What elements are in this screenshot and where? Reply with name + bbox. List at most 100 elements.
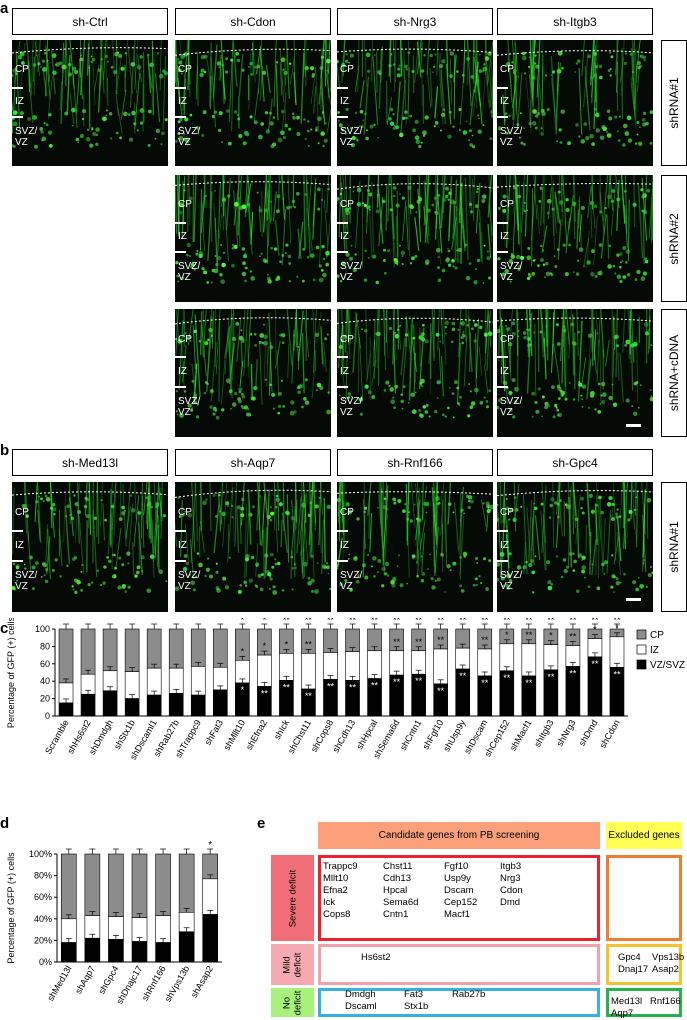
cell-body <box>307 130 310 133</box>
significance-vz: ** <box>415 676 423 686</box>
cell-body <box>238 590 242 594</box>
significance-vz: ** <box>261 688 269 698</box>
neuron-fiber <box>363 40 366 87</box>
cell-body <box>459 396 462 399</box>
neuron-fiber <box>195 482 198 541</box>
cell-body <box>632 580 636 584</box>
cell-body <box>600 403 602 405</box>
cell-body <box>591 142 595 146</box>
cell-body <box>534 507 537 510</box>
cell-body <box>230 59 233 62</box>
cell-body <box>377 137 379 139</box>
cell-body <box>338 562 340 564</box>
panel-label-e: e <box>257 815 265 832</box>
cell-body <box>596 586 600 590</box>
cell-body <box>105 114 107 116</box>
cell-body <box>349 257 353 261</box>
layer-boundary-tick <box>497 87 508 89</box>
cell-body <box>364 204 367 207</box>
layer-label-cp: CP <box>15 65 29 75</box>
cell-body <box>563 325 565 327</box>
cell-body <box>538 387 541 390</box>
cell-body <box>397 499 401 503</box>
cell-body <box>623 573 626 576</box>
cell-body <box>438 279 441 282</box>
layer-label-cp: CP <box>340 200 354 210</box>
cell-body <box>237 114 239 116</box>
cell-body <box>482 502 484 504</box>
neuron-fiber <box>209 482 211 531</box>
cell-body <box>477 259 480 262</box>
neuron-fiber <box>607 215 609 259</box>
cell-body <box>239 584 242 587</box>
layer-label-iz: IZ <box>500 541 509 551</box>
significance-iz: ** <box>481 635 489 645</box>
cell-body <box>257 192 259 194</box>
cell-body <box>459 129 461 131</box>
cell-body <box>534 401 537 404</box>
cell-body <box>402 255 404 257</box>
cell-body <box>109 112 113 116</box>
cell-body <box>44 574 46 576</box>
cell-body <box>102 116 107 121</box>
cell-body <box>435 580 437 582</box>
layer-boundary-tick <box>175 87 186 89</box>
bar-vz-svz <box>81 694 95 716</box>
cell-body <box>367 205 370 208</box>
cell-body <box>368 193 372 197</box>
neuron-fiber <box>281 520 282 547</box>
cell-body <box>248 66 250 68</box>
cell-body <box>497 562 500 567</box>
cell-body <box>484 397 486 399</box>
cell-body <box>639 584 644 589</box>
cell-body <box>473 584 476 587</box>
cell-body <box>327 70 329 72</box>
cell-body <box>365 137 369 141</box>
cell-body <box>461 589 465 593</box>
cell-body <box>262 258 266 262</box>
cell-body <box>442 198 446 202</box>
cell-body <box>425 262 429 266</box>
cell-body <box>303 397 307 401</box>
bar-cp <box>169 629 183 668</box>
cell-body <box>404 110 407 113</box>
cell-body <box>74 591 77 594</box>
cell-body <box>611 55 614 58</box>
cell-body <box>547 199 552 204</box>
significance-vz: ** <box>569 668 577 678</box>
cell-body <box>498 257 501 260</box>
cell-body <box>240 513 244 517</box>
cell-body <box>269 519 272 522</box>
neuron-fiber <box>316 67 319 132</box>
cell-body <box>563 569 567 573</box>
cell-body <box>45 495 48 498</box>
cell-body <box>523 336 527 340</box>
cell-body <box>572 341 576 345</box>
cell-body <box>74 579 76 581</box>
cell-body <box>646 586 648 588</box>
cell-body <box>251 396 255 400</box>
pial-border <box>337 492 493 495</box>
cell-body <box>450 51 455 56</box>
cell-body <box>577 59 580 62</box>
cell-body <box>250 270 252 272</box>
cell-body <box>422 130 427 135</box>
cell-body <box>234 202 239 207</box>
cell-body <box>537 264 540 267</box>
cell-body <box>390 122 394 126</box>
cell-body <box>611 189 615 193</box>
cell-body <box>322 564 327 569</box>
neuron-fiber <box>634 175 635 227</box>
cell-body <box>517 330 519 332</box>
cell-body <box>230 408 232 410</box>
cell-body <box>61 65 66 70</box>
cell-body <box>614 116 617 119</box>
layer-label-svz-vz: SVZ/ VZ <box>178 126 200 148</box>
cell-body <box>276 495 279 498</box>
cell-body <box>267 515 271 519</box>
cell-body <box>353 191 355 193</box>
cell-body <box>209 405 213 409</box>
neuron-fiber <box>142 496 144 548</box>
cell-body <box>611 554 613 556</box>
